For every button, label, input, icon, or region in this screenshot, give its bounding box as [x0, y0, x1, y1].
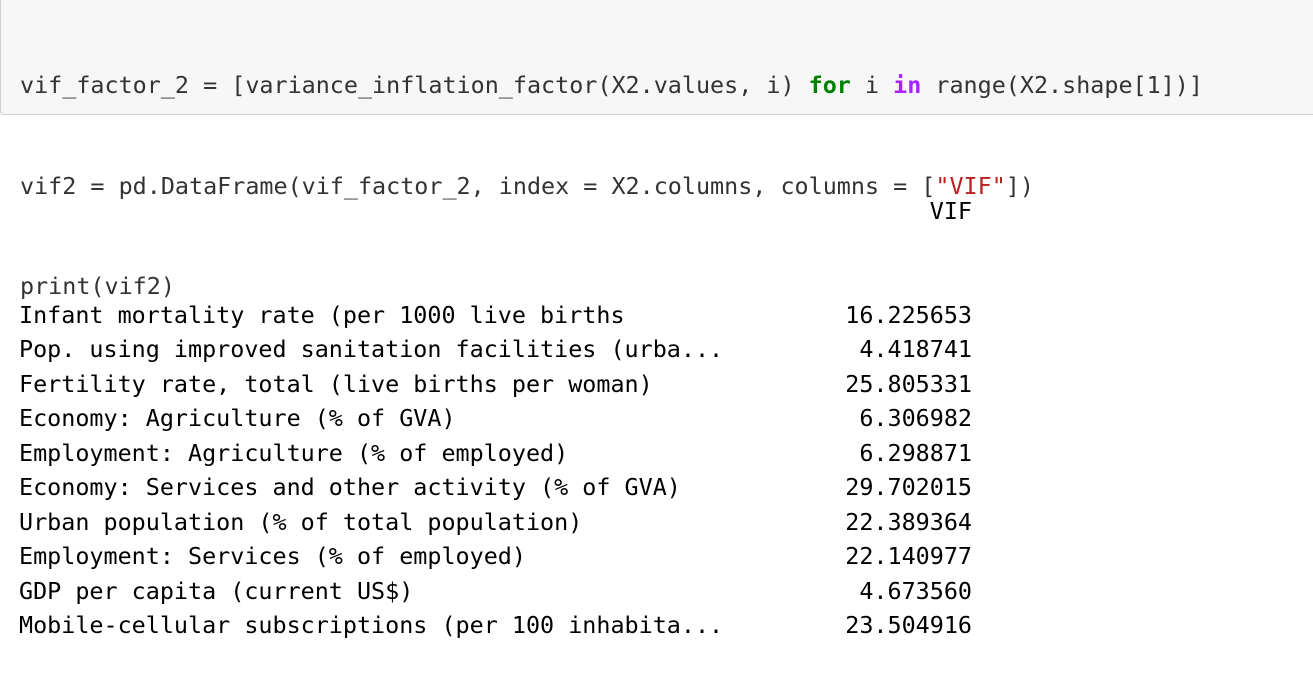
- code-token: ]): [1005, 171, 1034, 200]
- string-literal: "VIF": [935, 171, 1006, 200]
- code-token: vif2 = pd.DataFrame(vif_factor_2, index …: [20, 171, 936, 200]
- table-row: Economy: Services and other activity (% …: [19, 470, 972, 505]
- row-label: Employment: Agriculture (% of employed): [19, 438, 569, 467]
- row-vif-value: 4.673560: [859, 576, 972, 605]
- code-token: vif_factor_2 = [variance_inflation_facto…: [20, 71, 809, 99]
- table-row: Infant mortality rate (per 1000 live bir…: [19, 298, 972, 333]
- keyword-in: in: [893, 71, 922, 99]
- output-header-label: [19, 194, 809, 229]
- row-label: Urban population (% of total population): [19, 507, 583, 536]
- table-row: Mobile-cellular subscriptions (per 100 i…: [19, 608, 972, 643]
- code-line-2: vif2 = pd.DataFrame(vif_factor_2, index …: [20, 170, 1313, 204]
- row-label: Pop. using improved sanitation facilitie…: [19, 335, 724, 363]
- table-row: Pop. using improved sanitation facilitie…: [19, 332, 972, 367]
- row-vif-value: 22.140977: [845, 542, 972, 570]
- output-header-vif: VIF: [929, 197, 972, 225]
- table-row: Employment: Services (% of employed) 22.1…: [19, 539, 972, 574]
- row-vif-value: 22.389364: [845, 507, 972, 536]
- code-line-3: print(vif2): [20, 270, 1313, 304]
- table-row: Economy: Agriculture (% of GVA) 6.306982: [19, 401, 972, 436]
- row-vif-value: 16.225653: [845, 300, 972, 329]
- row-label: GDP per capita (current US$): [19, 576, 414, 605]
- code-token: range(X2.shape[1])]: [921, 71, 1203, 99]
- output-rows: Infant mortality rate (per 1000 live bir…: [19, 298, 972, 643]
- code-line-1: vif_factor_2 = [variance_inflation_facto…: [20, 69, 1313, 103]
- code-token: print(vif2): [20, 272, 175, 300]
- row-label: Mobile-cellular subscriptions (per 100 i…: [19, 611, 724, 639]
- row-vif-value: 4.418741: [859, 335, 972, 363]
- row-vif-value: 25.805331: [845, 369, 972, 398]
- row-label: Economy: Agriculture (% of GVA): [19, 404, 456, 432]
- table-row: Urban population (% of total population)…: [19, 505, 972, 540]
- row-vif-value: 23.504916: [845, 611, 972, 639]
- row-label: Economy: Services and other activity (% …: [19, 473, 681, 501]
- output-header-row: VIF: [19, 194, 972, 229]
- row-vif-value: 6.298871: [859, 438, 972, 467]
- table-row: GDP per capita (current US$) 4.673560: [19, 574, 972, 609]
- cell-output: VIF Infant mortality rate (per 1000 live…: [19, 125, 972, 677]
- table-row: Employment: Agriculture (% of employed) 6…: [19, 436, 972, 471]
- table-row: Fertility rate, total (live births per w…: [19, 367, 972, 402]
- row-vif-value: 6.306982: [859, 404, 972, 432]
- code-cell-input[interactable]: vif_factor_2 = [variance_inflation_facto…: [0, 0, 1313, 300]
- keyword-for: for: [808, 71, 851, 99]
- row-vif-value: 29.702015: [845, 473, 972, 501]
- row-label: Fertility rate, total (live births per w…: [19, 369, 653, 398]
- code-token: i: [850, 71, 894, 99]
- row-label: Employment: Services (% of employed): [19, 542, 526, 570]
- row-label: Infant mortality rate (per 1000 live bir…: [19, 300, 625, 329]
